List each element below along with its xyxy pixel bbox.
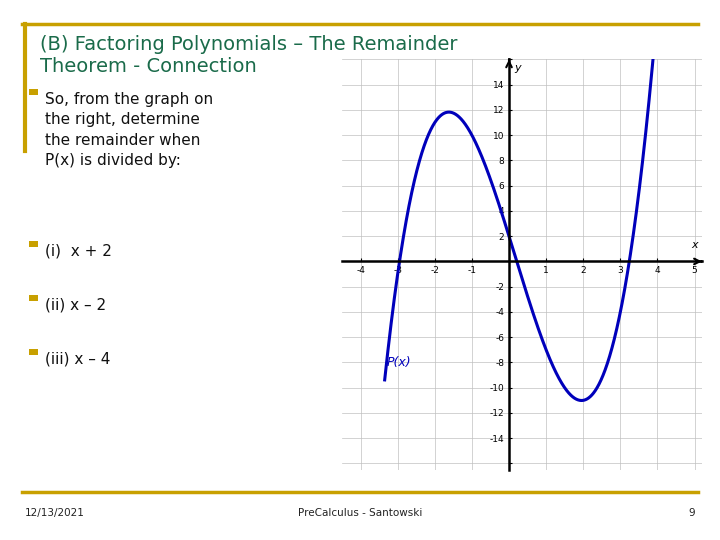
Text: 9: 9 bbox=[688, 508, 695, 518]
Text: P(x): P(x) bbox=[387, 356, 411, 369]
Text: x: x bbox=[692, 240, 698, 250]
Text: 12/13/2021: 12/13/2021 bbox=[25, 508, 85, 518]
Text: (B) Factoring Polynomials – The Remainder: (B) Factoring Polynomials – The Remainde… bbox=[40, 35, 457, 54]
Text: y: y bbox=[515, 63, 521, 73]
Text: (ii) x – 2: (ii) x – 2 bbox=[45, 297, 107, 312]
Text: (i)  x + 2: (i) x + 2 bbox=[45, 243, 112, 258]
Text: (iii) x – 4: (iii) x – 4 bbox=[45, 351, 111, 366]
Text: Theorem - Connection: Theorem - Connection bbox=[40, 57, 256, 76]
Text: PreCalculus - Santowski: PreCalculus - Santowski bbox=[298, 508, 422, 518]
Text: So, from the graph on
the right, determine
the remainder when
P(x) is divided by: So, from the graph on the right, determi… bbox=[45, 92, 214, 168]
